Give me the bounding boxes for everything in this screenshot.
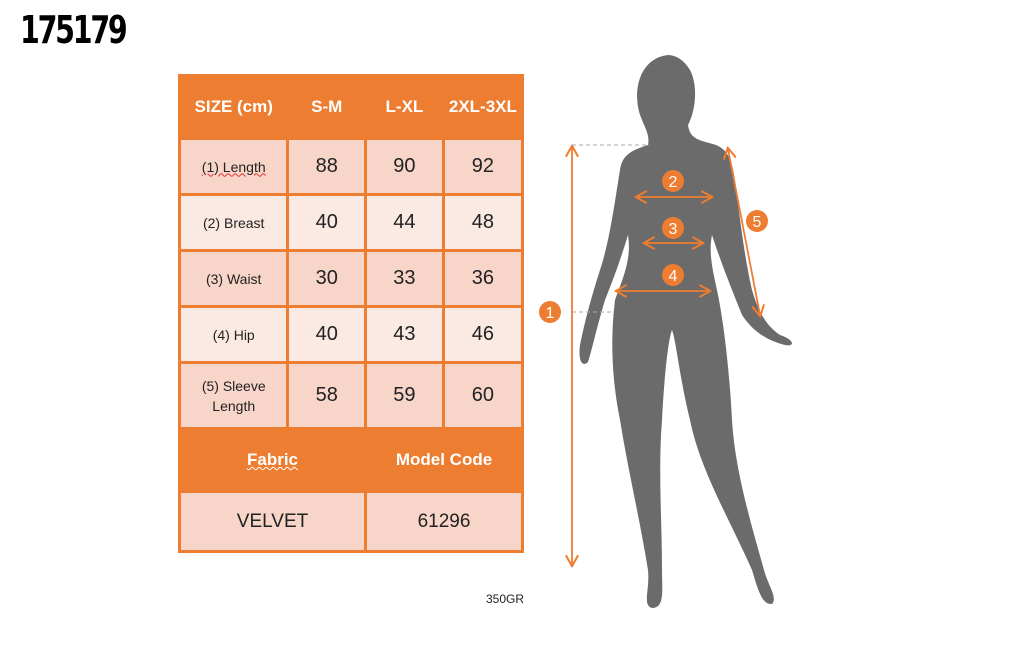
cell: 36	[441, 249, 525, 308]
marker-3-circle	[662, 217, 684, 239]
cell: 58	[286, 361, 368, 430]
cell: 44	[364, 193, 445, 252]
weight-note: 350GR	[486, 592, 525, 606]
model-code-header: Model Code	[364, 427, 524, 493]
fabric-header: Fabric	[177, 427, 368, 493]
table-row: (2) Breast 40 44 48	[177, 193, 525, 252]
header-size: SIZE (cm)	[177, 74, 290, 140]
row-label: (4) Hip	[177, 305, 290, 364]
footer-header-row: Fabric Model Code	[177, 427, 524, 493]
table-row: (4) Hip 40 43 46	[177, 305, 525, 364]
cell: 90	[364, 137, 445, 196]
marker-1: 1	[546, 305, 555, 322]
product-code: 175179	[20, 8, 128, 52]
cell: 48	[441, 193, 525, 252]
cell: 43	[364, 305, 445, 364]
cell: 40	[286, 305, 368, 364]
table-row: (3) Waist 30 33 36	[177, 249, 525, 308]
cell: 59	[364, 361, 445, 430]
cell: 88	[286, 137, 368, 196]
fabric-header-text: Fabric	[247, 450, 299, 469]
cell: 33	[364, 249, 445, 308]
table-row: (1) Length 88 90 92	[177, 137, 525, 196]
marker-3: 3	[669, 221, 678, 238]
body-silhouette	[579, 55, 792, 608]
marker-2: 2	[669, 174, 678, 191]
header-l-xl: L-XL	[364, 74, 445, 140]
cell: 30	[286, 249, 368, 308]
row-label: (5) Sleeve Length	[177, 361, 290, 430]
marker-4: 4	[669, 268, 678, 285]
marker-5: 5	[753, 214, 762, 231]
cell: 92	[441, 137, 525, 196]
marker-2-circle	[662, 170, 684, 192]
sleeve-arrow	[728, 149, 760, 315]
table-row: (5) Sleeve Length 58 59 60	[177, 361, 525, 430]
marker-1-circle	[539, 301, 561, 323]
marker-5-circle	[746, 210, 768, 232]
cell: 40	[286, 193, 368, 252]
size-chart-table: SIZE (cm) S-M L-XL 2XL-3XL (1) Length 88…	[177, 74, 525, 553]
row-label: (2) Breast	[177, 193, 290, 252]
fabric-value: VELVET	[177, 490, 368, 553]
model-code-value: 61296	[364, 490, 524, 553]
marker-4-circle	[662, 264, 684, 286]
footer-value-row: VELVET 61296	[177, 490, 524, 553]
header-2xl-3xl: 2XL-3XL	[441, 74, 525, 140]
header-s-m: S-M	[286, 74, 368, 140]
row-label: (1) Length	[177, 137, 290, 196]
row-label: (3) Waist	[177, 249, 290, 308]
cell: 46	[441, 305, 525, 364]
cell: 60	[441, 361, 525, 430]
table-header-row: SIZE (cm) S-M L-XL 2XL-3XL	[177, 74, 525, 140]
